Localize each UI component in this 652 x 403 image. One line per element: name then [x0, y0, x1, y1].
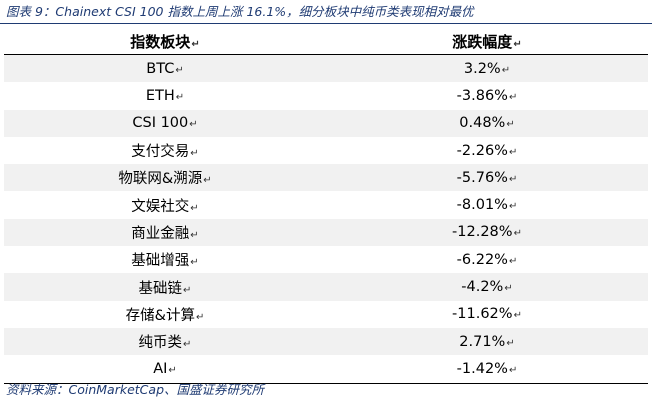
change-value-cell: -11.62%↵ — [452, 306, 522, 323]
table-header-row: 指数板块↵ 涨跌幅度↵ — [4, 29, 648, 55]
table-row: ETH↵ -3.86%↵ — [4, 82, 648, 109]
sector-name-cell: BTC↵ — [4, 54, 326, 83]
caption-divider — [0, 23, 652, 24]
change-value-cell: 3.2%↵ — [326, 54, 648, 83]
figure-caption: 图表 9：Chainext CSI 100 指数上周上涨 16.1%，细分板块中… — [6, 4, 474, 19]
sector-name-cell: 文娱社交↵ — [131, 198, 199, 215]
change-value-cell: -5.76%↵ — [326, 164, 648, 192]
change-value-cell: -8.01%↵ — [456, 197, 518, 214]
table-row: BTC↵ 3.2%↵ — [4, 54, 648, 83]
change-value-cell: -12.28%↵ — [326, 218, 648, 247]
change-value-cell: 0.48%↵ — [326, 109, 648, 137]
table-row: 文娱社交↵ -8.01%↵ — [4, 191, 648, 218]
change-value-cell: 2.71%↵ — [326, 327, 648, 356]
change-value-cell: -2.26%↵ — [456, 142, 518, 159]
change-value-cell: -4.2%↵ — [326, 273, 648, 301]
table-row: 纯币类↵ 2.71%↵ — [4, 327, 648, 356]
sector-name-cell: 支付交易↵ — [131, 144, 199, 161]
change-value-cell: -1.42%↵ — [326, 355, 648, 384]
table-row: AI↵ -1.42%↵ — [4, 355, 648, 384]
table-row: 商业金融↵ -12.28%↵ — [4, 218, 648, 247]
sector-name-cell: 纯币类↵ — [4, 327, 326, 356]
index-change-table: 指数板块↵ 涨跌幅度↵ BTC↵ 3.2%↵ ETH↵ -3.86%↵ CSI … — [4, 29, 648, 384]
sector-name-cell: 基础链↵ — [4, 273, 326, 301]
sector-name-cell: 商业金融↵ — [4, 218, 326, 247]
table-row: 基础链↵ -4.2%↵ — [4, 273, 648, 301]
change-value-cell: -3.86%↵ — [456, 87, 518, 104]
header-cell-change: 涨跌幅度↵ — [326, 29, 648, 55]
change-value-cell: -6.22%↵ — [456, 251, 518, 268]
table-row: 基础增强↵ -6.22%↵ — [4, 246, 648, 273]
source-note: 资料来源：CoinMarketCap、国盛证券研究所 — [6, 382, 265, 397]
sector-name-cell: CSI 100↵ — [4, 109, 326, 137]
table-row: 存储&计算↵ -11.62%↵ — [4, 301, 648, 328]
table-row: CSI 100↵ 0.48%↵ — [4, 109, 648, 137]
sector-name-cell: 存储&计算↵ — [125, 307, 205, 324]
sector-name-cell: AI↵ — [4, 355, 326, 384]
sector-name-cell: ETH↵ — [145, 87, 185, 104]
sector-name-cell: 基础增强↵ — [131, 253, 199, 270]
table-row: 物联网&溯源↵ -5.76%↵ — [4, 164, 648, 192]
sector-name-cell: 物联网&溯源↵ — [4, 164, 326, 192]
header-cell-sector: 指数板块↵ — [4, 29, 326, 55]
table-row: 支付交易↵ -2.26%↵ — [4, 137, 648, 164]
